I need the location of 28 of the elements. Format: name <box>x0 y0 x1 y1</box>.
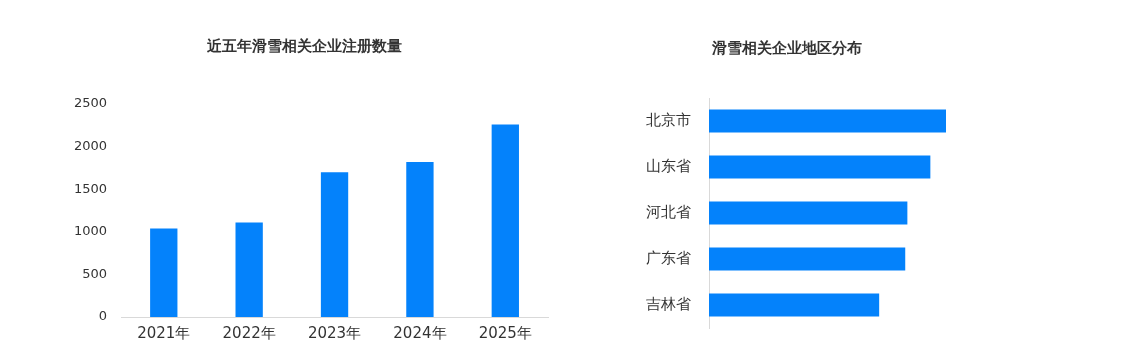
y-tick-label: 2000 <box>73 137 108 153</box>
bar <box>235 222 263 317</box>
y-tick-label: 北京市 <box>646 110 691 129</box>
bar <box>150 228 178 317</box>
bar <box>709 155 931 179</box>
x-tick-label: 2021年 <box>137 323 191 342</box>
y-tick-label: 2500 <box>73 95 108 111</box>
chart-title: 近五年滑雪相关企业注册数量 <box>205 36 402 55</box>
y-tick-label: 500 <box>82 265 108 281</box>
y-tick-label: 1500 <box>73 180 108 196</box>
chart-title: 滑雪相关企业地区分布 <box>711 38 862 57</box>
bar <box>406 161 434 317</box>
bar <box>709 247 906 271</box>
y-tick-label: 0 <box>98 308 108 324</box>
y-tick-label: 1000 <box>73 223 108 239</box>
x-tick-label: 2025年 <box>478 323 532 342</box>
y-tick-label: 山东省 <box>646 156 691 175</box>
bar <box>491 124 519 317</box>
bar <box>709 201 908 225</box>
y-tick-label: 广东省 <box>646 248 691 267</box>
bar <box>709 293 880 317</box>
bar <box>709 109 946 133</box>
bar <box>320 172 349 317</box>
x-tick-label: 2023年 <box>307 323 362 342</box>
y-tick-label: 吉林省 <box>646 294 691 313</box>
y-tick-label: 河北省 <box>646 202 691 221</box>
x-tick-label: 2022年 <box>222 323 276 342</box>
x-tick-label: 2024年 <box>393 323 447 342</box>
